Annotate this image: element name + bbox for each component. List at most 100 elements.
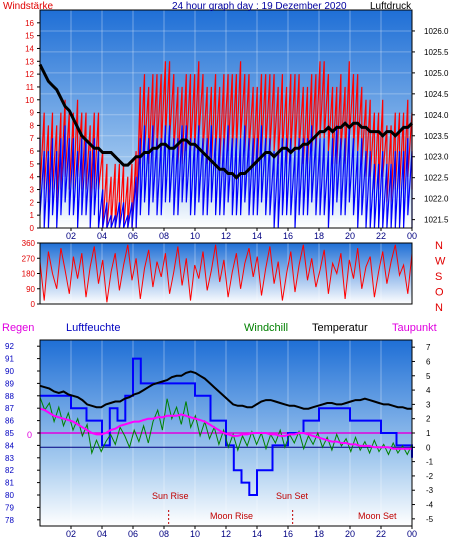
x-tick-label: 18 bbox=[314, 231, 324, 241]
compass-label: N bbox=[435, 302, 443, 314]
x-tick-label: 02 bbox=[66, 529, 76, 539]
y-left-tick-label: 6 bbox=[30, 147, 35, 156]
humidity-tick-label: 78 bbox=[5, 516, 14, 525]
compass-label: S bbox=[435, 271, 442, 283]
x-tick-label: 00 bbox=[407, 529, 417, 539]
wind-direction-panel bbox=[40, 243, 412, 304]
x-tick-label: 06 bbox=[128, 231, 138, 241]
wind-strength-label: Windstärke bbox=[3, 1, 53, 12]
humidity-tick-label: 88 bbox=[5, 392, 14, 401]
humidity-tick-label: 91 bbox=[5, 355, 14, 364]
y-left-tick-label: 3 bbox=[30, 186, 35, 195]
y-left-tick-label: 2 bbox=[30, 198, 35, 207]
x-tick-label: 22 bbox=[376, 231, 386, 241]
y-right-tick-label: 1023.5 bbox=[424, 132, 449, 141]
humidity-tick-label: 92 bbox=[5, 342, 14, 351]
humidity-tick-label: 80 bbox=[5, 491, 14, 500]
panel1-series bbox=[38, 61, 414, 229]
y-left-tick-label: 10 bbox=[25, 96, 34, 105]
chart-title: 24 hour graph day : 19 Dezember 2020 bbox=[172, 1, 347, 12]
x-tick-label: 14 bbox=[252, 231, 262, 241]
temperature-tick-label: 1 bbox=[426, 429, 431, 438]
y-right-tick-label: 1023.0 bbox=[424, 153, 449, 162]
humidity-tick-label: 82 bbox=[5, 466, 14, 475]
y-left-tick-label: 15 bbox=[25, 32, 34, 41]
wind-direction-series bbox=[39, 244, 413, 303]
temperature-label: Temperatur bbox=[312, 322, 368, 334]
humidity-tick-label: 83 bbox=[5, 454, 14, 463]
y-left-tick-label: 16 bbox=[25, 19, 34, 28]
x-tick-label: 10 bbox=[190, 231, 200, 241]
y-right-tick-label: 1024.0 bbox=[424, 111, 449, 120]
dewpoint-label: Taupunkt bbox=[392, 322, 437, 334]
panel1-axes: 0123456789101112131415161021.51022.01022… bbox=[25, 9, 449, 241]
y-right-tick-label: 1021.5 bbox=[424, 216, 449, 225]
x-tick-label: 16 bbox=[283, 529, 293, 539]
temperature-series bbox=[39, 370, 412, 410]
sun-rise-label: Sun Rise bbox=[152, 491, 189, 501]
y-right-tick-label: 1025.0 bbox=[424, 69, 449, 78]
humidity-tick-label: 84 bbox=[5, 441, 14, 450]
temperature-tick-label: -2 bbox=[426, 472, 434, 481]
direction-tick-label: 360 bbox=[22, 239, 36, 248]
temperature-tick-label: 4 bbox=[426, 386, 431, 395]
compass-label: N bbox=[435, 240, 443, 252]
y-right-tick-label: 1025.5 bbox=[424, 48, 449, 57]
y-left-tick-label: 9 bbox=[30, 109, 35, 118]
x-tick-label: 08 bbox=[159, 529, 169, 539]
rain-value-label: 0 bbox=[27, 430, 32, 440]
windchill-series bbox=[39, 397, 413, 456]
x-tick-label: 08 bbox=[159, 231, 169, 241]
x-tick-label: 04 bbox=[97, 529, 107, 539]
x-tick-label: 14 bbox=[252, 529, 262, 539]
compass-label: W bbox=[435, 256, 446, 268]
x-tick-label: 22 bbox=[376, 529, 386, 539]
direction-tick-label: 180 bbox=[22, 270, 36, 279]
temperature-tick-label: -3 bbox=[426, 486, 434, 495]
windchill-label: Windchill bbox=[244, 322, 288, 334]
x-tick-label: 16 bbox=[283, 231, 293, 241]
panel3-series bbox=[39, 357, 413, 526]
sun-set-label: Sun Set bbox=[276, 491, 309, 501]
y-right-tick-label: 1026.0 bbox=[424, 27, 449, 36]
humidity-tick-label: 86 bbox=[5, 417, 14, 426]
temperature-tick-label: -4 bbox=[426, 501, 434, 510]
humidity-series bbox=[40, 357, 413, 496]
humidity-tick-label: 85 bbox=[5, 429, 14, 438]
x-tick-label: 00 bbox=[407, 231, 417, 241]
y-left-tick-label: 4 bbox=[30, 173, 35, 182]
dewpoint-series bbox=[39, 407, 412, 450]
x-tick-label: 04 bbox=[97, 231, 107, 241]
temperature-tick-label: -1 bbox=[426, 458, 434, 467]
temperature-tick-label: 3 bbox=[426, 400, 431, 409]
y-left-tick-label: 13 bbox=[25, 57, 34, 66]
y-left-tick-label: 12 bbox=[25, 70, 34, 79]
y-left-tick-label: 5 bbox=[30, 160, 35, 169]
temperature-tick-label: -5 bbox=[426, 515, 434, 524]
humidity-tick-label: 79 bbox=[5, 503, 14, 512]
x-tick-label: 10 bbox=[190, 529, 200, 539]
temperature-tick-label: 2 bbox=[426, 415, 431, 424]
direction-tick-label: 0 bbox=[31, 300, 36, 309]
direction-tick-label: 270 bbox=[22, 254, 36, 263]
y-left-tick-label: 1 bbox=[30, 211, 35, 220]
x-tick-label: 02 bbox=[66, 231, 76, 241]
x-tick-label: 06 bbox=[128, 529, 138, 539]
panel2-series bbox=[39, 244, 413, 303]
y-left-tick-label: 14 bbox=[25, 44, 34, 53]
rain-label: Regen bbox=[2, 322, 34, 334]
humidity-tick-label: 81 bbox=[5, 479, 14, 488]
temperature-tick-label: 7 bbox=[426, 343, 431, 352]
direction-tick-label: 90 bbox=[26, 285, 35, 294]
y-right-tick-label: 1024.5 bbox=[424, 90, 449, 99]
moon-rise-label: Moon Rise bbox=[210, 511, 253, 521]
panel3-axes: 78 79 80 81 82 83 84 85 86 87 88 89 90 91 92 -5 -4 -3 -2 -1… bbox=[5, 339, 434, 539]
humidity-tick-label: 89 bbox=[5, 379, 14, 388]
humidity-tick-label: 87 bbox=[5, 404, 14, 413]
x-tick-label: 12 bbox=[221, 529, 231, 539]
humidity-tick-label: 90 bbox=[5, 367, 14, 376]
x-tick-label: 12 bbox=[221, 231, 231, 241]
x-tick-label: 20 bbox=[345, 529, 355, 539]
